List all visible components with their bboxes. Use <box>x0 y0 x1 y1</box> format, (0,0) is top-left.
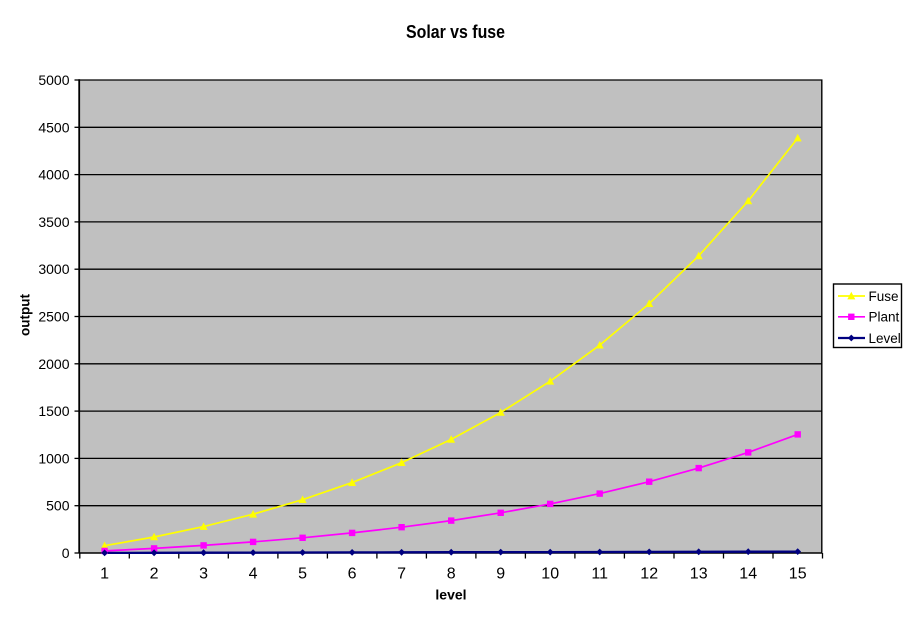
svg-text:2000: 2000 <box>38 356 69 372</box>
svg-text:4: 4 <box>249 566 258 583</box>
svg-text:1000: 1000 <box>38 450 69 466</box>
svg-text:2500: 2500 <box>38 309 69 325</box>
svg-text:8: 8 <box>447 566 456 583</box>
svg-text:12: 12 <box>640 566 658 583</box>
svg-text:1: 1 <box>100 566 109 583</box>
svg-text:3: 3 <box>199 566 208 583</box>
svg-text:1500: 1500 <box>38 403 69 419</box>
svg-text:2: 2 <box>150 566 159 583</box>
svg-text:4000: 4000 <box>38 167 69 183</box>
svg-text:Solar vs fuse: Solar vs fuse <box>406 22 505 42</box>
svg-text:10: 10 <box>541 566 559 583</box>
svg-text:6: 6 <box>348 566 357 583</box>
svg-text:Plant: Plant <box>869 310 900 325</box>
svg-text:11: 11 <box>591 566 608 583</box>
svg-text:3000: 3000 <box>38 261 69 277</box>
svg-text:Fuse: Fuse <box>869 289 899 304</box>
svg-text:Level: Level <box>869 331 901 346</box>
svg-text:15: 15 <box>789 566 807 583</box>
svg-text:0: 0 <box>62 545 70 561</box>
svg-text:13: 13 <box>690 566 708 583</box>
svg-text:output: output <box>18 294 33 336</box>
svg-text:5000: 5000 <box>38 72 69 88</box>
svg-text:9: 9 <box>496 566 505 583</box>
svg-text:14: 14 <box>739 566 757 583</box>
svg-text:500: 500 <box>46 498 70 514</box>
svg-text:7: 7 <box>397 566 406 583</box>
svg-text:level: level <box>435 587 466 603</box>
svg-text:4500: 4500 <box>38 119 69 135</box>
svg-text:3500: 3500 <box>38 214 69 230</box>
svg-text:5: 5 <box>298 566 307 583</box>
